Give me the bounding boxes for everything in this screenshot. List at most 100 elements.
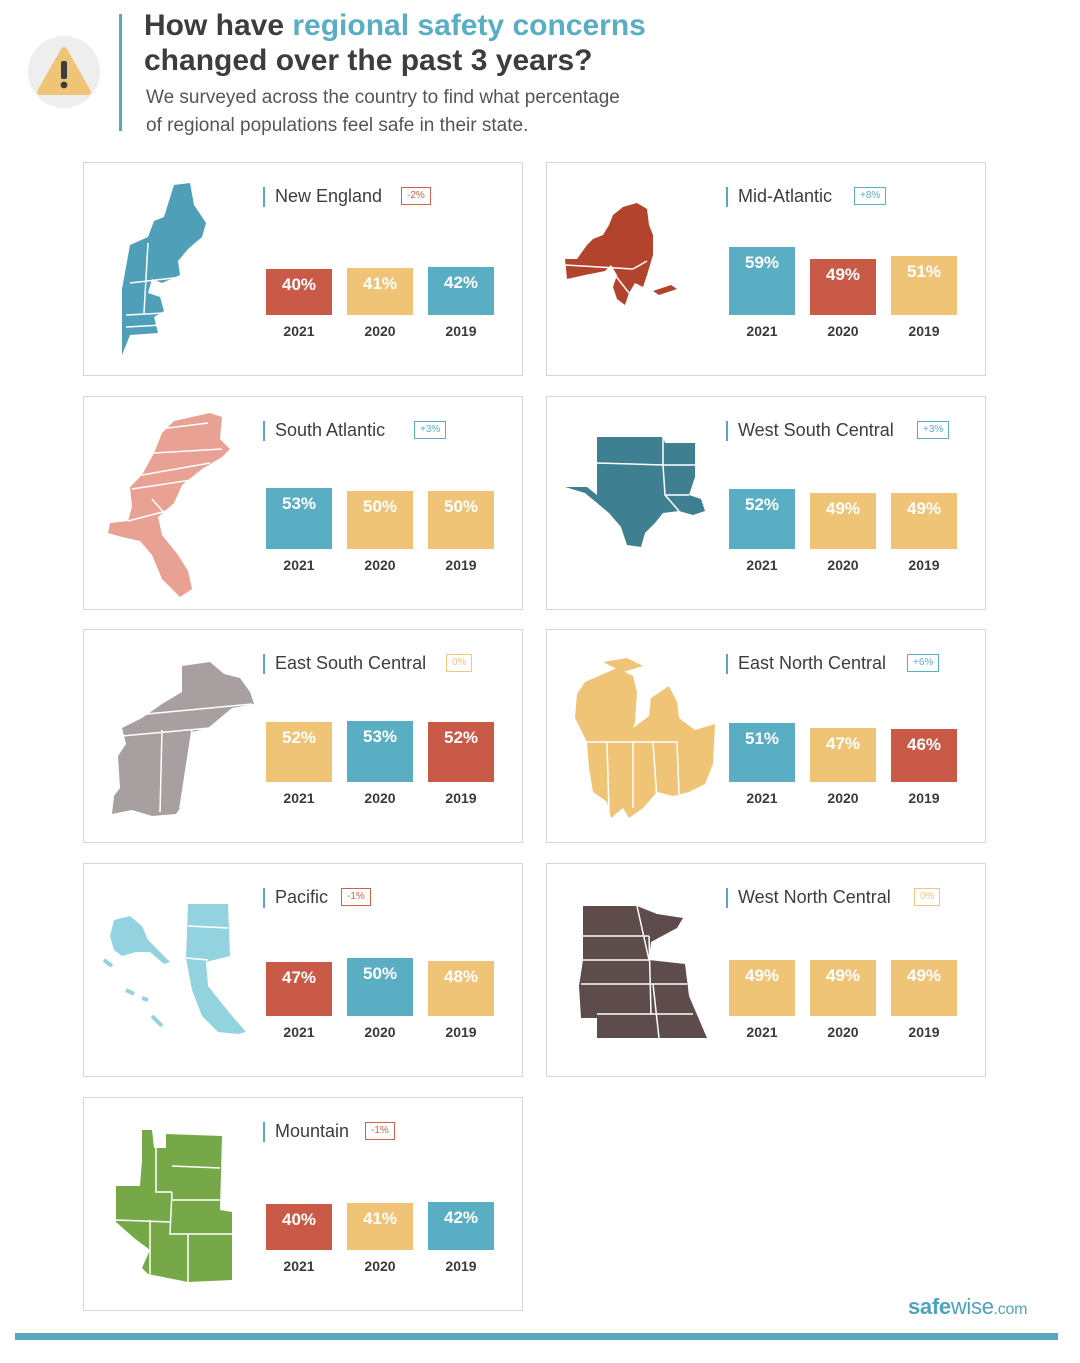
region-title: South Atlantic xyxy=(275,420,386,440)
bar-2019: 49% xyxy=(891,960,957,1016)
region-title-accent xyxy=(263,421,265,441)
region-title: East South Central xyxy=(275,653,427,673)
year-label: 2021 xyxy=(283,323,315,339)
bar-2021: 53% xyxy=(266,488,332,549)
region-title-accent xyxy=(263,888,265,908)
bar-value-label: 59% xyxy=(744,253,780,272)
year-label: 2021 xyxy=(283,1024,315,1040)
bar-2019: 48% xyxy=(428,961,494,1016)
bar-value-label: 52% xyxy=(281,728,317,747)
title-line-2: changed over the past 3 years? xyxy=(144,44,593,77)
year-label: 2020 xyxy=(827,323,859,339)
bar-value-label: 52% xyxy=(443,728,479,747)
brand-logo: safewise.com xyxy=(908,1294,1027,1320)
bar-value-label: 49% xyxy=(744,966,780,985)
bar-value-label: 50% xyxy=(443,497,479,516)
footer-divider xyxy=(15,1333,1058,1340)
change-badge: -2% xyxy=(401,187,431,205)
region-map-mid-atlantic xyxy=(564,203,677,305)
bar-value-label: 49% xyxy=(906,499,942,518)
bar-2019: 49% xyxy=(891,493,957,549)
region-title-accent xyxy=(726,654,728,674)
region-title: Mountain xyxy=(275,1121,350,1141)
year-label: 2021 xyxy=(746,1024,778,1040)
bar-2020: 47% xyxy=(810,728,876,782)
brand-part-wise: wise xyxy=(950,1294,994,1319)
region-map-mountain xyxy=(115,1130,232,1282)
region-panel-west-north-central: West North Central 0% 49% 2021 49% 2020 49% 201… xyxy=(546,863,986,1077)
region-panel-west-south-central: West South Central +3% 52% 2021 49% 2020 49% 20… xyxy=(546,396,986,610)
region-title-accent xyxy=(263,654,265,674)
year-label: 2019 xyxy=(445,1024,477,1040)
bar-2020: 41% xyxy=(347,1203,413,1250)
region-title-accent xyxy=(263,187,265,207)
bar-value-label: 52% xyxy=(744,495,780,514)
bar-value-label: 40% xyxy=(281,1210,317,1229)
region-title-accent xyxy=(726,421,728,441)
bar-2021: 49% xyxy=(729,960,795,1016)
header-accent-bar xyxy=(119,14,122,131)
bar-2021: 52% xyxy=(729,489,795,549)
year-label: 2020 xyxy=(364,323,396,339)
bar-value-label: 47% xyxy=(825,734,861,753)
change-badge: -1% xyxy=(341,888,371,906)
bar-value-label: 41% xyxy=(362,274,398,293)
bar-2021: 40% xyxy=(266,269,332,315)
region-title-accent xyxy=(726,888,728,908)
region-map-west-north-central xyxy=(579,905,707,1039)
page-subtitle: We surveyed across the country to find w… xyxy=(146,84,686,140)
bar-value-label: 51% xyxy=(744,729,780,748)
region-panel-mountain: Mountain -1% 40% 2021 41% 2020 42% 2019 xyxy=(83,1097,523,1311)
bar-value-label: 50% xyxy=(362,497,398,516)
bar-2021: 52% xyxy=(266,722,332,782)
region-panel-pacific: Pacific -1% 47% 2021 50% 2020 48% 2019 xyxy=(83,863,523,1077)
region-map-new-england xyxy=(122,183,206,355)
year-label: 2021 xyxy=(283,790,315,806)
bar-2021: 40% xyxy=(266,1204,332,1250)
region-title: Mid-Atlantic xyxy=(738,186,833,206)
bar-2019: 42% xyxy=(428,1202,494,1250)
bar-value-label: 49% xyxy=(825,966,861,985)
bar-2019: 50% xyxy=(428,491,494,549)
bar-value-label: 47% xyxy=(281,968,317,987)
region-title-accent xyxy=(726,187,728,207)
region-title: East North Central xyxy=(738,653,887,673)
year-label: 2019 xyxy=(908,557,940,573)
year-label: 2019 xyxy=(445,790,477,806)
bar-2020: 53% xyxy=(347,721,413,782)
region-map-south-atlantic xyxy=(108,413,230,597)
change-badge: +3% xyxy=(917,421,950,439)
bar-2020: 50% xyxy=(347,958,413,1016)
region-map-east-south-central xyxy=(112,662,254,816)
warning-icon xyxy=(37,47,91,95)
region-map-east-north-central xyxy=(575,658,715,818)
region-map-west-south-central xyxy=(565,437,705,547)
year-label: 2020 xyxy=(364,1024,396,1040)
bar-2019: 52% xyxy=(428,722,494,782)
year-label: 2020 xyxy=(364,1258,396,1274)
year-label: 2019 xyxy=(908,790,940,806)
region-map-pacific xyxy=(102,904,246,1034)
year-label: 2020 xyxy=(364,790,396,806)
bar-2021: 59% xyxy=(729,247,795,315)
title-prefix: How have xyxy=(144,9,293,42)
year-label: 2020 xyxy=(827,557,859,573)
year-label: 2020 xyxy=(827,1024,859,1040)
region-title: West North Central xyxy=(738,887,891,907)
subtitle-line-2: of regional populations feel safe in the… xyxy=(146,115,529,136)
bar-2019: 51% xyxy=(891,256,957,315)
year-label: 2020 xyxy=(827,790,859,806)
year-label: 2019 xyxy=(445,323,477,339)
bar-value-label: 48% xyxy=(443,967,479,986)
subtitle-line-1: We surveyed across the country to find w… xyxy=(146,87,620,108)
brand-part-safe: safe xyxy=(908,1294,951,1319)
bar-value-label: 51% xyxy=(906,262,942,281)
change-badge: -1% xyxy=(365,1122,395,1140)
bar-2020: 41% xyxy=(347,268,413,315)
bar-value-label: 49% xyxy=(906,966,942,985)
title-highlight: regional safety concerns xyxy=(292,9,646,42)
year-label: 2020 xyxy=(364,557,396,573)
region-panel-mid-atlantic: Mid-Atlantic +8% 59% 2021 49% 2020 51% 2019 xyxy=(546,162,986,376)
region-panel-east-south-central: East South Central 0% 52% 2021 53% 2020 52% 201… xyxy=(83,629,523,843)
region-title-accent xyxy=(263,1122,265,1142)
